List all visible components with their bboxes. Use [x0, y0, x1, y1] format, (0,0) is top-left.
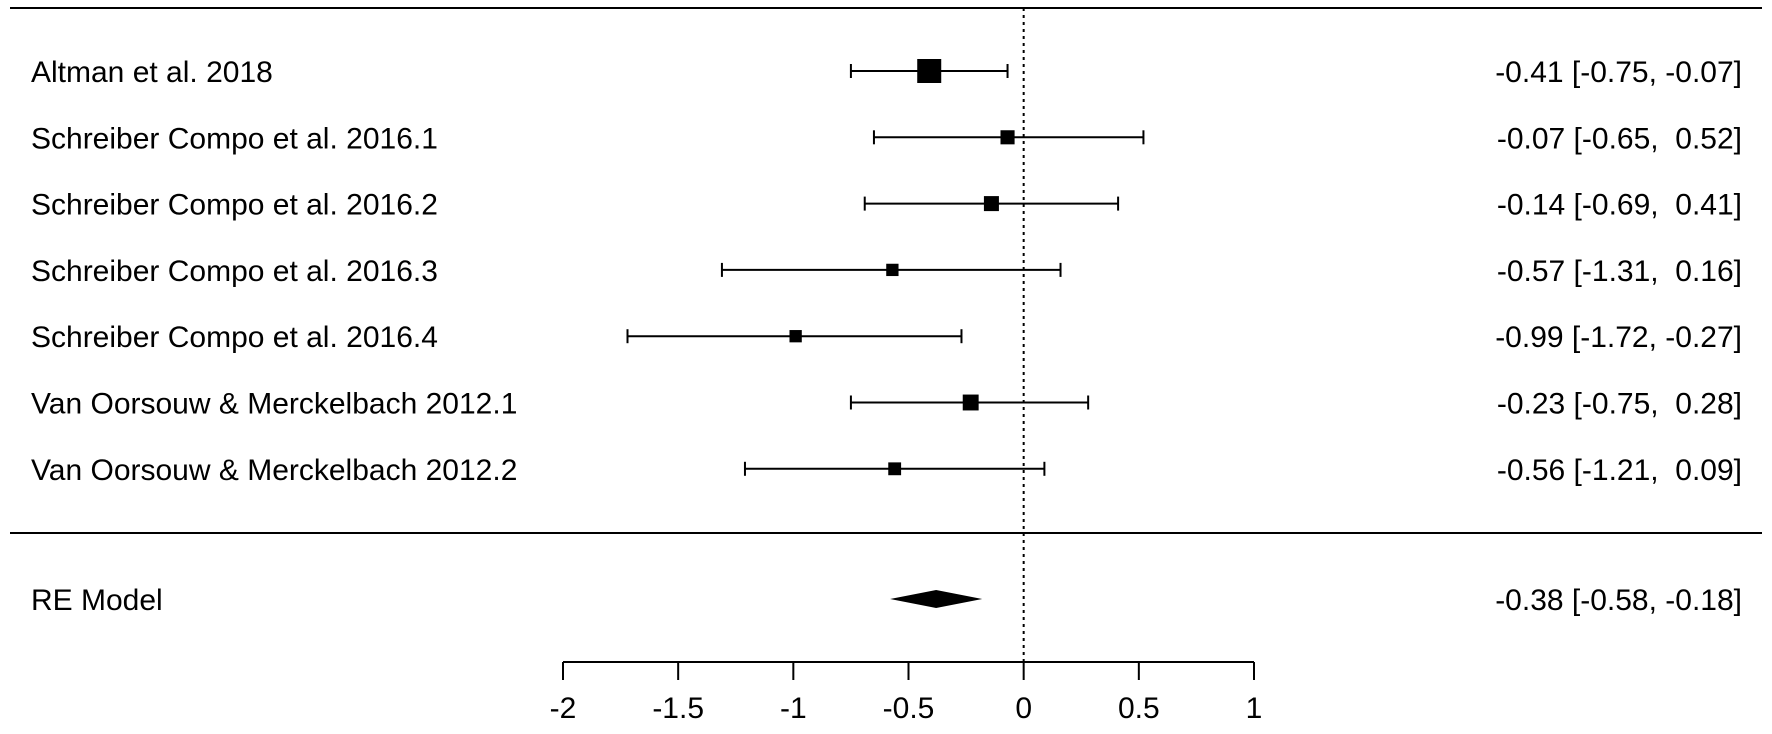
- estimate-point: [917, 59, 942, 83]
- estimate-point: [888, 462, 902, 476]
- study-row: Van Oorsouw & Merckelbach 2012.1 -0.23 [-…: [31, 388, 1742, 421]
- study-label: Van Oorsouw & Merckelbach 2012.1: [31, 388, 517, 421]
- x-tick-label: -2: [550, 692, 577, 725]
- study-row: Schreiber Compo et al. 2016.3 -0.57 [-1.3…: [31, 255, 1742, 288]
- estimate-point: [886, 263, 899, 277]
- estimate-point: [1000, 130, 1015, 145]
- study-label: Schreiber Compo et al. 2016.1: [31, 122, 438, 155]
- study-label: Schreiber Compo et al. 2016.3: [31, 255, 438, 288]
- estimate-point: [789, 330, 802, 343]
- summary-label: RE Model: [31, 584, 163, 617]
- study-label: Van Oorsouw & Merckelbach 2012.2: [31, 454, 517, 487]
- summary-ci-text: -0.38 [-0.58, -0.18]: [1495, 584, 1742, 617]
- ci-text: -0.07 [-0.65, 0.52]: [1497, 122, 1742, 155]
- x-tick-label: -0.5: [883, 692, 935, 725]
- study-label: Schreiber Compo et al. 2016.2: [31, 189, 438, 222]
- summary-row: RE Model -0.38 [-0.58, -0.18]: [31, 584, 1742, 617]
- ci-text: -0.57 [-1.31, 0.16]: [1497, 255, 1742, 288]
- x-axis: -2 -1.5 -1 -0.5 0 0.5 1: [550, 661, 1263, 725]
- ci-text: -0.23 [-0.75, 0.28]: [1497, 388, 1742, 421]
- study-row: Altman et al. 2018 -0.41 [-0.75, -0.07]: [31, 56, 1742, 89]
- x-tick-label: 0.5: [1118, 692, 1160, 725]
- study-label: Altman et al. 2018: [31, 56, 273, 89]
- ci-text: -0.14 [-0.69, 0.41]: [1497, 189, 1742, 222]
- study-row: Schreiber Compo et al. 2016.1 -0.07 [-0.6…: [31, 122, 1742, 155]
- ci-text: -0.99 [-1.72, -0.27]: [1495, 321, 1742, 354]
- study-row: Van Oorsouw & Merckelbach 2012.2 -0.56 [-…: [31, 454, 1742, 487]
- summary-diamond: [890, 590, 983, 608]
- study-label: Schreiber Compo et al. 2016.4: [31, 321, 438, 354]
- ci-text: -0.41 [-0.75, -0.07]: [1495, 56, 1742, 89]
- estimate-point: [962, 394, 979, 411]
- study-row: Schreiber Compo et al. 2016.2 -0.14 [-0.6…: [31, 189, 1742, 222]
- x-tick-label: 0: [1015, 692, 1032, 725]
- ci-text: -0.56 [-1.21, 0.09]: [1497, 454, 1742, 487]
- x-tick-label: 1: [1246, 692, 1263, 725]
- x-tick-label: -1.5: [652, 692, 704, 725]
- study-row: Schreiber Compo et al. 2016.4 -0.99 [-1.7…: [31, 321, 1742, 354]
- estimate-point: [983, 196, 999, 212]
- study-rows: Altman et al. 2018 -0.41 [-0.75, -0.07] Sc…: [31, 56, 1742, 487]
- x-tick-label: -1: [780, 692, 807, 725]
